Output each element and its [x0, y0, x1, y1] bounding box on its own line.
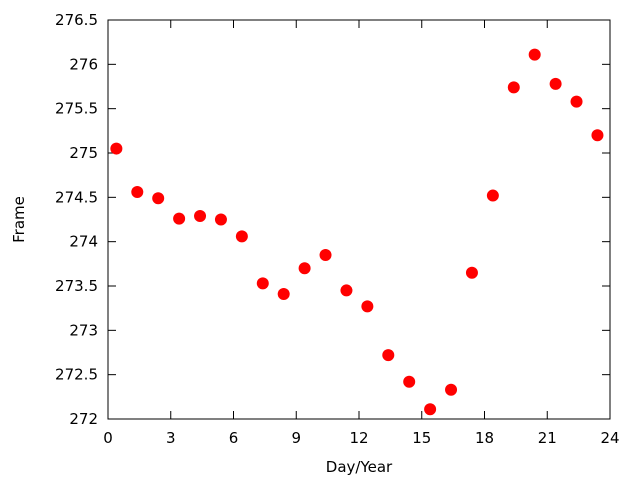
data-point — [382, 349, 395, 362]
data-point — [528, 48, 541, 61]
x-axis: 0 3 6 9 12 15 18 21 24 — [103, 20, 620, 447]
data-point — [256, 277, 269, 290]
data-point — [403, 375, 416, 388]
y-tick-label: 274 — [69, 233, 98, 251]
data-point — [152, 192, 165, 205]
y-tick-label: 272 — [69, 410, 98, 428]
data-point — [465, 266, 478, 279]
data-point — [194, 209, 207, 222]
data-points — [110, 48, 604, 416]
data-point — [110, 142, 123, 155]
x-tick-label: 12 — [349, 429, 368, 447]
data-point — [214, 213, 227, 226]
x-axis-label: Day/Year — [326, 458, 393, 476]
data-point — [486, 189, 499, 202]
data-point — [340, 284, 353, 297]
y-axis: 272 272.5 273 273.5 274 274.5 275 275.5 276 276.5 — [55, 11, 610, 428]
y-tick-label: 276.5 — [55, 11, 98, 29]
data-point — [319, 248, 332, 261]
y-tick-label: 275 — [69, 144, 98, 162]
y-tick-label: 272.5 — [55, 366, 98, 384]
x-tick-label: 6 — [229, 429, 239, 447]
x-tick-label: 24 — [600, 429, 619, 447]
x-tick-label: 3 — [166, 429, 176, 447]
x-tick-label: 0 — [103, 429, 113, 447]
data-point — [235, 230, 248, 243]
y-tick-label: 274.5 — [55, 188, 98, 206]
data-point — [591, 129, 604, 142]
data-point — [361, 300, 374, 313]
data-point — [570, 95, 583, 108]
data-point — [131, 186, 144, 199]
y-tick-label: 275.5 — [55, 100, 98, 118]
x-tick-label: 9 — [291, 429, 301, 447]
y-tick-label: 273.5 — [55, 277, 98, 295]
data-point — [298, 262, 311, 275]
data-point — [277, 287, 290, 300]
y-tick-label: 276 — [69, 55, 98, 73]
y-axis-label: Frame — [10, 196, 28, 243]
data-point — [173, 212, 186, 225]
y-tick-label: 273 — [69, 321, 98, 339]
data-point — [549, 77, 562, 90]
data-point — [445, 383, 458, 396]
data-point — [424, 403, 437, 416]
x-tick-label: 18 — [475, 429, 494, 447]
x-tick-label: 21 — [538, 429, 557, 447]
data-point — [507, 81, 520, 94]
x-tick-label: 15 — [412, 429, 431, 447]
